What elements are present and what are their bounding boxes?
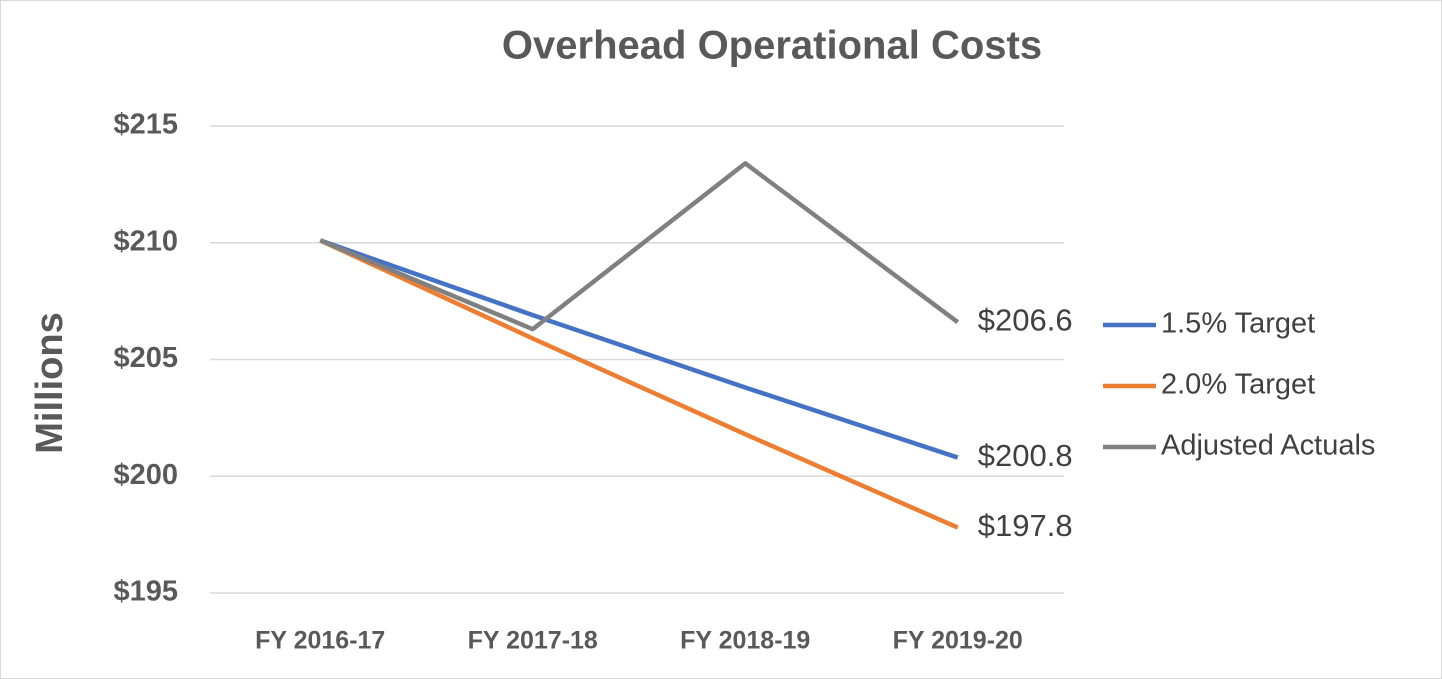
x-tick-label: FY 2019-20: [893, 627, 1023, 655]
data-label: $200.8: [978, 438, 1073, 473]
series-line: [319, 161, 960, 332]
series-line: [319, 238, 959, 460]
x-tick-label: FY 2016-17: [255, 627, 385, 655]
chart-title: Overhead Operational Costs: [502, 24, 1042, 68]
y-tick-label: $205: [113, 342, 178, 374]
y-tick-label: $210: [113, 225, 178, 257]
data-label: $206.6: [978, 302, 1073, 337]
x-tick-label: FY 2018-19: [680, 627, 810, 655]
y-tick-label: $195: [113, 576, 178, 608]
data-label: $197.8: [978, 508, 1073, 543]
legend-label: Adjusted Actuals: [1161, 430, 1375, 462]
legend-label: 1.5% Target: [1161, 308, 1315, 340]
series-line: [319, 238, 959, 530]
x-tick-label: FY 2017-18: [468, 627, 598, 655]
y-tick-label: $215: [113, 109, 178, 141]
y-axis-title: Millions: [29, 312, 71, 453]
y-tick-label: $200: [113, 459, 178, 491]
legend-label: 2.0% Target: [1161, 369, 1315, 401]
